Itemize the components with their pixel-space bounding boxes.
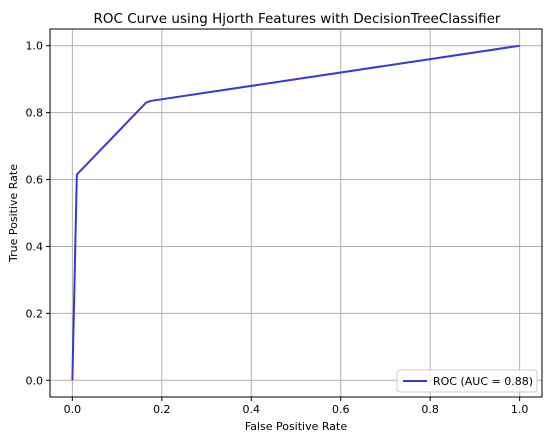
legend: ROC (AUC = 0.88) — [396, 369, 538, 393]
y-tick-label: 0.8 — [26, 107, 44, 120]
y-tick-label: 0.0 — [26, 374, 44, 387]
roc-curve-line — [71, 44, 520, 381]
series-layer — [71, 44, 520, 381]
y-tick-label: 0.6 — [26, 174, 44, 187]
grid — [50, 29, 542, 397]
legend-entry-label: ROC (AUC = 0.88) — [433, 375, 533, 388]
x-axis-label: False Positive Rate — [245, 420, 347, 433]
plot-frame — [49, 28, 543, 398]
x-tick-label: 0.0 — [64, 403, 82, 416]
y-axis-label: True Positive Rate — [7, 164, 20, 263]
x-tick-label: 1.0 — [511, 403, 529, 416]
chart-title: ROC Curve using Hjorth Features with Dec… — [94, 11, 501, 27]
y-tick-label: 1.0 — [26, 40, 44, 53]
x-tick-label: 0.8 — [421, 403, 439, 416]
x-tick-label: 0.6 — [332, 403, 350, 416]
x-tick-label: 0.4 — [243, 403, 261, 416]
axis-ticks: 0.0 0.2 0.4 0.6 0.8 1.0 0.0 0.2 0.4 0.6 0.8 1.0 — [26, 40, 529, 416]
y-tick-label: 0.2 — [26, 307, 44, 320]
legend-box — [396, 369, 538, 393]
y-tick-label: 0.4 — [26, 240, 44, 253]
x-tick-label: 0.2 — [153, 403, 171, 416]
